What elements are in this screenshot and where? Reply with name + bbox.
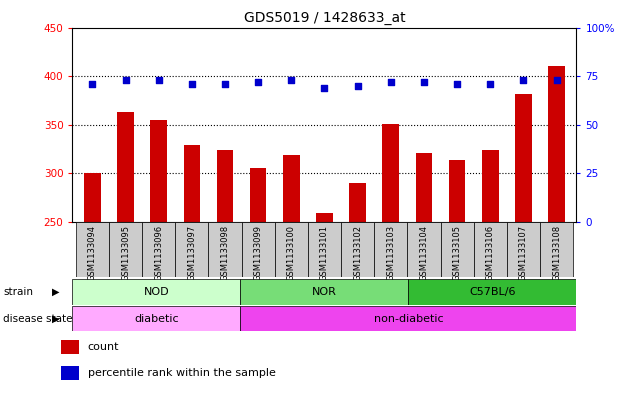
Text: count: count	[88, 342, 119, 352]
Bar	[76, 222, 109, 277]
Point	[220, 81, 230, 87]
Bar	[142, 222, 175, 277]
Bar	[175, 222, 209, 277]
Text: strain: strain	[3, 287, 33, 297]
Text: GSM1133095: GSM1133095	[121, 225, 130, 281]
Text: GSM1133094: GSM1133094	[88, 225, 97, 281]
Bar	[440, 222, 474, 277]
Bar	[151, 120, 167, 222]
Point	[419, 79, 429, 85]
Bar	[275, 222, 308, 277]
Bar	[84, 173, 101, 222]
Bar	[416, 153, 432, 222]
Text: ▶: ▶	[52, 287, 60, 297]
Text: GSM1133097: GSM1133097	[187, 225, 197, 281]
Bar	[109, 222, 142, 277]
Point	[386, 79, 396, 85]
Bar	[349, 183, 366, 222]
Point	[319, 84, 329, 91]
Text: GSM1133107: GSM1133107	[519, 225, 528, 281]
Bar	[283, 155, 300, 222]
Text: GSM1133101: GSM1133101	[320, 225, 329, 281]
Point	[253, 79, 263, 85]
Bar	[540, 222, 573, 277]
Bar	[308, 222, 341, 277]
Bar	[241, 279, 408, 305]
Text: GSM1133098: GSM1133098	[220, 225, 229, 281]
Point	[286, 77, 296, 83]
Text: NOD: NOD	[144, 287, 169, 297]
Bar	[250, 167, 266, 222]
Bar	[241, 306, 576, 331]
Title: GDS5019 / 1428633_at: GDS5019 / 1428633_at	[244, 11, 405, 25]
Bar	[241, 222, 275, 277]
Bar	[382, 124, 399, 222]
Text: GSM1133102: GSM1133102	[353, 225, 362, 281]
Bar	[341, 222, 374, 277]
Bar	[548, 66, 565, 222]
Point	[518, 77, 529, 83]
Bar	[61, 340, 79, 354]
Point	[353, 83, 363, 89]
Bar	[408, 279, 576, 305]
Bar	[474, 222, 507, 277]
Bar	[217, 150, 233, 222]
Point	[154, 77, 164, 83]
Bar	[482, 150, 498, 222]
Bar	[183, 145, 200, 222]
Bar	[449, 160, 466, 222]
Bar	[117, 112, 134, 222]
Text: percentile rank within the sample: percentile rank within the sample	[88, 368, 275, 378]
Point	[88, 81, 98, 87]
Bar	[507, 222, 540, 277]
Text: GSM1133105: GSM1133105	[452, 225, 462, 281]
Text: disease state: disease state	[3, 314, 72, 323]
Text: GSM1133099: GSM1133099	[254, 225, 263, 281]
Text: GSM1133106: GSM1133106	[486, 225, 495, 281]
Bar	[209, 222, 241, 277]
Text: GSM1133096: GSM1133096	[154, 225, 163, 281]
Text: GSM1133108: GSM1133108	[552, 225, 561, 281]
Bar	[61, 366, 79, 380]
Bar	[408, 222, 440, 277]
Text: diabetic: diabetic	[134, 314, 179, 323]
Text: GSM1133104: GSM1133104	[420, 225, 428, 281]
Text: GSM1133103: GSM1133103	[386, 225, 395, 281]
Point	[120, 77, 130, 83]
Bar	[374, 222, 408, 277]
Text: GSM1133100: GSM1133100	[287, 225, 296, 281]
Point	[551, 77, 561, 83]
Bar	[515, 94, 532, 222]
Bar	[72, 279, 241, 305]
Text: C57BL/6: C57BL/6	[469, 287, 516, 297]
Text: ▶: ▶	[52, 314, 60, 323]
Point	[452, 81, 462, 87]
Text: NOR: NOR	[312, 287, 337, 297]
Text: non-diabetic: non-diabetic	[374, 314, 444, 323]
Point	[485, 81, 495, 87]
Point	[186, 81, 197, 87]
Bar	[72, 306, 241, 331]
Bar	[316, 213, 333, 222]
